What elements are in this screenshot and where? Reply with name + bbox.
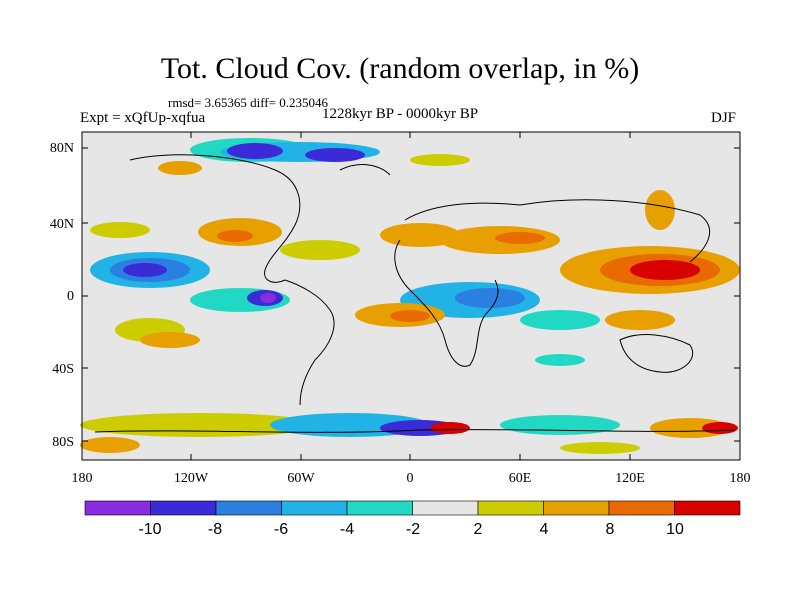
colorbar-swatch	[281, 500, 348, 516]
colorbar-label: 8	[606, 521, 615, 538]
colorbar-label: -10	[138, 521, 161, 538]
colorbar-label: 2	[474, 521, 483, 538]
colorbar-swatch	[150, 500, 217, 516]
colorbar-swatch	[477, 500, 544, 516]
colorbar-swatch	[543, 500, 610, 516]
colorbar	[84, 500, 741, 516]
lon-tick-label: 120E	[615, 471, 645, 486]
lat-axis: 80N 40N 0 40S 80S	[50, 141, 74, 450]
lat-tick-marks	[82, 147, 740, 442]
lon-tick-label: 120W	[174, 471, 209, 486]
map-panel	[80, 131, 741, 461]
lat-tick-label: 80N	[50, 141, 74, 156]
lon-tick-label: 60E	[509, 471, 532, 486]
lon-tick-label: 0	[407, 471, 414, 486]
lon-tick-marks	[190, 132, 631, 460]
colorbar-swatch	[674, 500, 741, 516]
lon-axis: 180 120W 60W 0 60E 120E 180	[72, 471, 751, 486]
anomaly-field	[80, 138, 740, 454]
experiment-label: Expt = xQfUp-xqfua	[80, 110, 206, 126]
lon-tick-label: 180	[72, 471, 93, 486]
colorbar-swatch	[346, 500, 413, 516]
colorbar-swatch	[608, 500, 675, 516]
colorbar-swatch	[215, 500, 282, 516]
colorbar-label: 4	[540, 521, 549, 538]
lat-tick-label: 40S	[52, 362, 74, 377]
lat-tick-label: 80S	[52, 435, 74, 450]
colorbar-label: -4	[340, 521, 354, 538]
lon-tick-label: 60W	[287, 471, 315, 486]
lat-tick-label: 0	[67, 289, 74, 304]
stats-text: rmsd= 3.65365 diff= 0.235046	[168, 95, 328, 110]
lat-tick-label: 40N	[50, 217, 74, 232]
colorbar-labels: -10 -8 -6 -4 -2 2 4 8 10	[138, 521, 684, 538]
lon-tick-label: 180	[730, 471, 751, 486]
colorbar-swatch	[84, 500, 151, 516]
season-label: DJF	[711, 110, 737, 126]
period-label: 1228kyr BP - 0000kyr BP	[322, 106, 479, 122]
map-title: Tot. Cloud Cov. (random overlap, in %)	[160, 52, 640, 85]
colorbar-label: 10	[666, 521, 684, 538]
colorbar-label: -6	[274, 521, 288, 538]
colorbar-label: -2	[406, 521, 420, 538]
colorbar-label: -8	[208, 521, 222, 538]
colorbar-swatch	[412, 500, 479, 516]
coastlines	[94, 154, 736, 433]
